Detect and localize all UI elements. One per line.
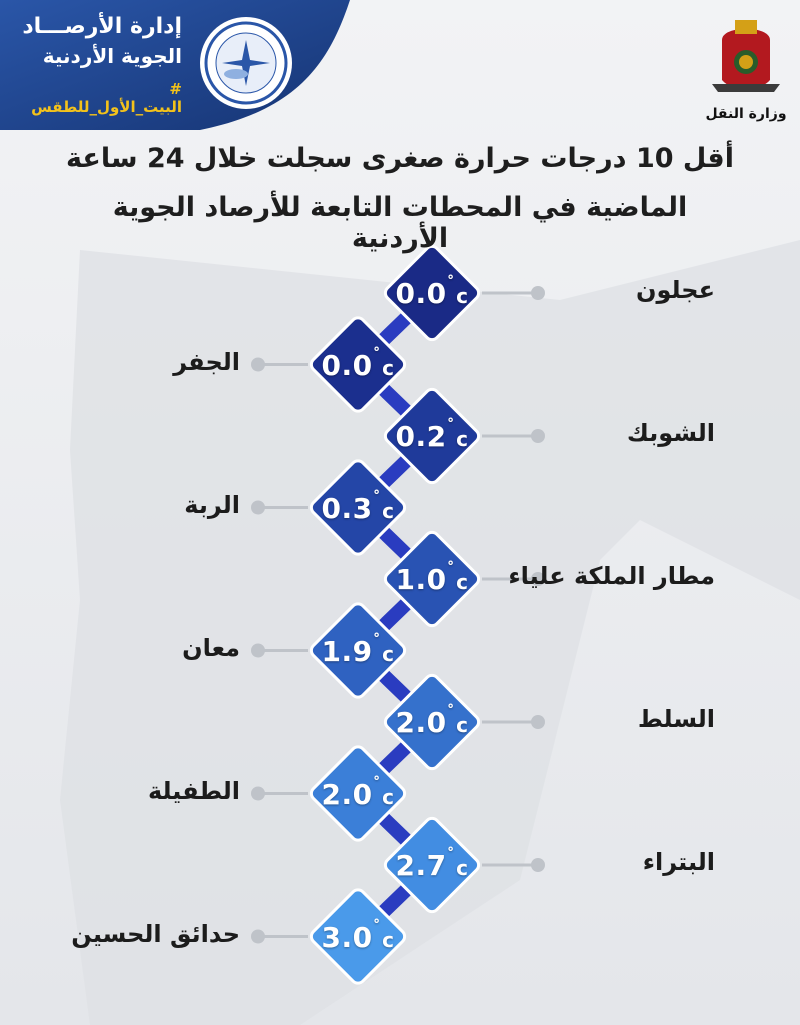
temperature-chain (251, 244, 545, 985)
leader-dot (251, 643, 265, 658)
leader-dot (531, 429, 545, 443)
ministry-name: وزارة النقل (705, 106, 786, 122)
temperature-diamond (309, 316, 407, 413)
org-name-line2: الجوية الأردنية (42, 44, 182, 68)
station-name: الشوبك (626, 419, 715, 447)
station-name: الطفيلة (147, 776, 240, 805)
station-name: عجلون (635, 276, 715, 304)
temperature-value: 3.0˚c (321, 917, 395, 954)
temperature-value: 1.9˚c (321, 631, 395, 668)
station-name: الربة (184, 490, 240, 519)
temperature-value: 0.0˚c (321, 345, 395, 382)
leader-dot (531, 858, 545, 872)
temperature-value: 0.3˚c (321, 488, 395, 525)
temperature-value: 0.2˚c (395, 417, 469, 453)
jordan-coat-of-arms-icon (712, 20, 780, 92)
leader-dot (251, 357, 265, 372)
temperature-diamond (309, 459, 407, 556)
jordan-map-silhouette (60, 240, 800, 1025)
org-name-line1: إدارة الأرصـــاد (22, 14, 182, 39)
meteorological-seal-icon (200, 17, 292, 109)
temperature-value: 2.0˚c (395, 703, 469, 739)
title-line2: الماضية في المحطات التابعة للأرصاد الجوي… (112, 192, 688, 254)
temperature-diamond (383, 530, 481, 628)
hashtag: # البيت_الأول_للطقس (31, 80, 182, 116)
station-name: مطار الملكة علياء (508, 562, 715, 590)
temperature-value: 2.7˚c (395, 846, 469, 882)
temperature-diamond (383, 673, 481, 771)
station-name: معان (182, 633, 240, 662)
temperature-diamond (309, 745, 407, 842)
temperature-diamond (309, 888, 407, 985)
leader-dot (531, 715, 545, 729)
station-name: حدائق الحسين (71, 919, 240, 948)
station-name: الجفر (173, 347, 240, 376)
station-name: السلط (637, 705, 715, 733)
station-name: البتراء (642, 848, 715, 876)
temperature-value: 2.0˚c (321, 774, 395, 811)
temperature-diamond (383, 244, 481, 342)
title-line1: أقل 10 درجات حرارة صغرى سجلت خلال 24 ساع… (66, 143, 734, 174)
leader-dot (251, 786, 265, 801)
leader-dot (251, 500, 265, 515)
leader-dot (251, 929, 265, 944)
temperature-value: 0.0˚c (395, 274, 469, 310)
temperature-diamond (383, 387, 481, 485)
temperature-diamond (309, 602, 407, 699)
temperature-value: 1.0˚c (395, 560, 469, 596)
leader-dot (531, 286, 545, 300)
leader-dot (531, 572, 545, 586)
temperature-diamond (383, 816, 481, 914)
